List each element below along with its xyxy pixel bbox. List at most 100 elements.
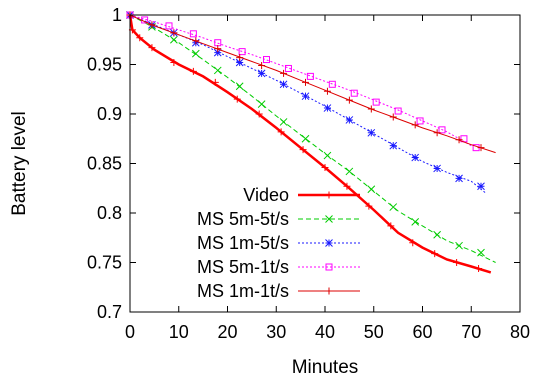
data-point xyxy=(389,141,398,150)
data-point xyxy=(343,182,351,190)
legend-marker xyxy=(325,215,333,223)
data-point xyxy=(189,30,197,38)
legend-item: MS 5m-5t/s xyxy=(197,209,360,229)
data-point xyxy=(345,96,353,104)
data-point xyxy=(323,87,331,95)
data-point xyxy=(299,146,307,154)
data-point xyxy=(213,66,222,75)
y-tick-label: 1 xyxy=(112,5,122,25)
y-tick-label: 0.95 xyxy=(87,55,122,75)
data-point xyxy=(189,67,197,75)
series-line xyxy=(129,14,496,154)
y-tick-label: 0.8 xyxy=(97,203,122,223)
data-point xyxy=(477,144,485,152)
data-point xyxy=(323,151,332,160)
data-point xyxy=(263,56,270,64)
data-point xyxy=(365,202,373,210)
data-point xyxy=(477,248,485,257)
data-point xyxy=(302,78,309,86)
data-point xyxy=(455,241,463,250)
series-1 xyxy=(126,11,496,263)
data-point xyxy=(416,117,424,125)
plot-frame xyxy=(129,14,521,313)
data-point xyxy=(328,80,336,88)
data-point xyxy=(477,182,485,191)
data-point xyxy=(323,104,332,112)
data-point xyxy=(301,92,310,101)
series-line xyxy=(129,14,487,194)
series-layer xyxy=(126,11,496,274)
data-point xyxy=(389,113,397,121)
data-point xyxy=(211,78,219,86)
data-point xyxy=(350,89,358,97)
legend-label: Video xyxy=(243,185,289,205)
legend-marker xyxy=(325,191,333,199)
data-point xyxy=(306,72,314,80)
data-point xyxy=(394,107,402,115)
data-point xyxy=(453,259,461,266)
legend-label: MS 5m-1t/s xyxy=(197,257,289,277)
x-tick-label: 50 xyxy=(364,322,384,342)
y-tick-label: 0.9 xyxy=(97,104,122,124)
legend-marker xyxy=(325,239,333,247)
data-point xyxy=(277,128,285,136)
data-point xyxy=(136,34,144,42)
data-point xyxy=(438,126,446,134)
x-tick-label: 40 xyxy=(315,322,335,342)
tick-layer: 0 10 20 30 40 50 60 70 80 0.7 0.75 0.8 0.85 0.9 0.95 1 xyxy=(87,5,530,342)
data-point xyxy=(345,116,354,124)
data-point xyxy=(321,163,329,171)
data-point xyxy=(433,230,441,239)
data-point xyxy=(148,21,156,29)
data-point xyxy=(301,134,310,143)
x-tick-label: 0 xyxy=(125,322,135,342)
series-2 xyxy=(126,11,487,194)
data-point xyxy=(409,239,417,247)
data-point xyxy=(165,22,173,30)
legend-item: Video xyxy=(243,185,360,205)
legend-item: MS 1m-5t/s xyxy=(197,233,360,253)
data-point xyxy=(148,44,156,52)
x-tick-label: 20 xyxy=(217,322,237,342)
x-axis-title: Minutes xyxy=(292,357,359,378)
data-point xyxy=(170,29,178,37)
data-point xyxy=(279,118,288,126)
y-axis-title: Battery level xyxy=(9,111,30,216)
data-point xyxy=(255,110,263,118)
series-line xyxy=(129,14,472,147)
data-point xyxy=(257,69,266,78)
series-0 xyxy=(126,11,492,274)
y-tick-label: 0.85 xyxy=(87,154,122,174)
data-point xyxy=(170,59,178,67)
data-point xyxy=(258,61,266,69)
x-tick-label: 70 xyxy=(461,322,481,342)
data-point xyxy=(345,167,354,176)
data-point xyxy=(455,136,463,144)
data-point xyxy=(284,64,292,72)
x-tick-label: 10 xyxy=(169,322,189,342)
data-point xyxy=(191,49,200,58)
x-tick-label: 60 xyxy=(412,322,432,342)
series-line xyxy=(129,14,496,263)
data-point xyxy=(431,250,439,258)
series-4 xyxy=(126,11,496,154)
data-point xyxy=(192,37,200,45)
x-tick-label: 30 xyxy=(266,322,286,342)
data-point xyxy=(389,203,398,211)
legend-label: MS 5m-5t/s xyxy=(197,209,289,229)
data-point xyxy=(280,69,288,77)
data-point xyxy=(367,105,375,113)
y-tick-label: 0.75 xyxy=(87,253,122,273)
legend-item: MS 1m-1t/s xyxy=(197,281,360,301)
data-point xyxy=(170,35,178,44)
data-point xyxy=(235,58,244,67)
data-point xyxy=(214,45,222,53)
legend-marker xyxy=(325,287,333,295)
data-point xyxy=(238,48,246,56)
data-point xyxy=(411,153,420,162)
data-point xyxy=(257,100,266,108)
legend-label: MS 1m-5t/s xyxy=(197,233,289,253)
data-point xyxy=(233,95,241,103)
y-tick-label: 0.7 xyxy=(97,302,122,322)
